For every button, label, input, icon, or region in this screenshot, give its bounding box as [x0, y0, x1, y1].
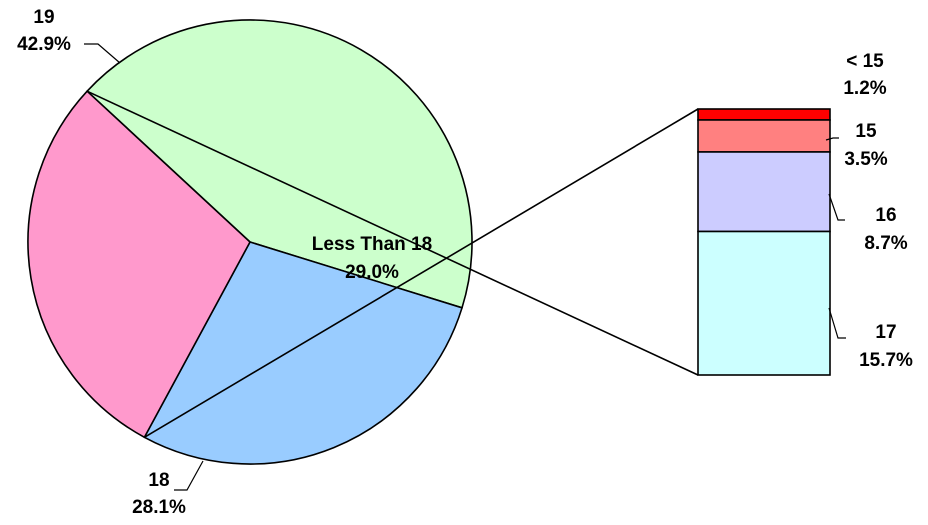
slice-percent-19: 42.9% [17, 34, 71, 55]
pie [27, 19, 473, 465]
pie-slice-18 [143, 241, 463, 465]
segment-label-16: 16 [875, 205, 896, 226]
segment-label-under-15: < 15 [846, 51, 884, 72]
connector-line-bottom [86, 90, 699, 376]
connector-lines [86, 90, 699, 438]
slice-percent-18: 28.1% [132, 497, 186, 518]
segment-label-15: 15 [855, 121, 877, 142]
pie-slice-19 [86, 19, 473, 309]
slice-percent-less-than-18: 29.0% [345, 262, 399, 283]
slice-label-18: 18 [148, 470, 169, 491]
leader-line-16 [828, 193, 845, 221]
bar-segment-under-15 [697, 108, 831, 121]
leader-lines [84, 43, 846, 491]
pie-slice-less-than-18 [27, 90, 251, 439]
bar-segment-16 [697, 151, 831, 233]
slice-label-19: 19 [33, 7, 54, 28]
segment-percent-17: 15.7% [859, 350, 913, 371]
slice-label-less-than-18: Less Than 18 [312, 234, 432, 255]
leader-line-18 [174, 460, 204, 491]
breakdown-bar [697, 108, 831, 376]
leader-line-17 [828, 307, 846, 339]
segment-percent-under-15: 1.2% [843, 78, 886, 99]
bar-segment-17 [697, 230, 831, 376]
segment-percent-15: 3.5% [844, 149, 887, 170]
segment-label-17: 17 [875, 322, 896, 343]
leader-line-19 [84, 43, 121, 64]
bar-segment-15 [697, 119, 831, 153]
connector-line-top [143, 108, 699, 438]
leader-line-15 [825, 137, 839, 141]
segment-percent-16: 8.7% [864, 233, 907, 254]
